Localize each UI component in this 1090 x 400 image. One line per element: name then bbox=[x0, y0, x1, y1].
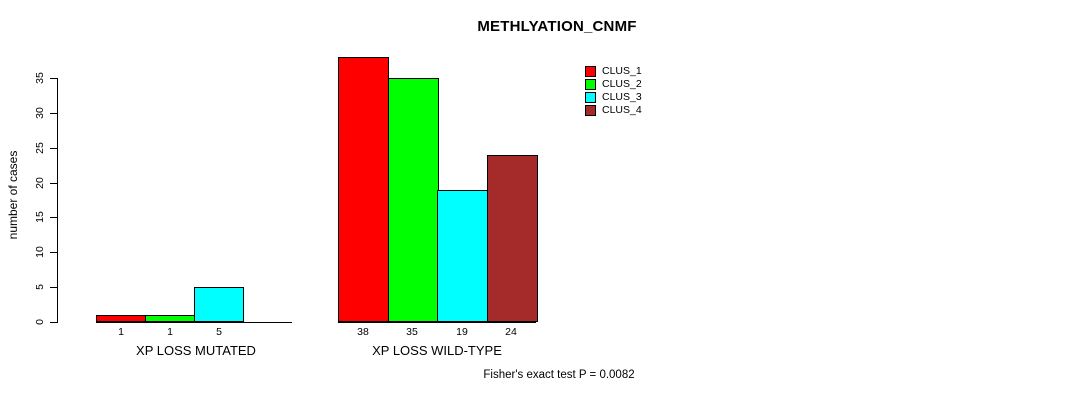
y-tick-label: 30 bbox=[34, 107, 46, 119]
bar-clus_3-group1 bbox=[437, 190, 488, 322]
y-tick-mark bbox=[50, 287, 57, 288]
legend-color-square-icon bbox=[585, 105, 596, 116]
fisher-test-annotation: Fisher's exact test P = 0.0082 bbox=[483, 369, 635, 381]
legend-item-label: CLUS_4 bbox=[602, 104, 642, 116]
y-tick-mark bbox=[50, 252, 57, 253]
bar-value-label: 5 bbox=[216, 326, 222, 338]
y-tick-mark bbox=[50, 113, 57, 114]
group-label-xp-loss-mutated: XP LOSS MUTATED bbox=[136, 343, 256, 358]
legend-item-label: CLUS_3 bbox=[602, 91, 642, 103]
y-axis-label: number of cases bbox=[6, 150, 20, 240]
bar-clus_3-group0 bbox=[194, 287, 244, 322]
y-tick-label: 35 bbox=[34, 72, 46, 84]
y-tick-label: 25 bbox=[34, 142, 46, 154]
bar-value-label: 35 bbox=[406, 326, 418, 338]
y-tick-label: 5 bbox=[34, 284, 46, 290]
group-baseline bbox=[338, 322, 536, 323]
y-tick-mark bbox=[50, 183, 57, 184]
y-tick-label: 15 bbox=[34, 211, 46, 223]
legend-item-clus_2: CLUS_2 bbox=[585, 78, 642, 91]
bar-value-label: 1 bbox=[118, 326, 124, 338]
group-baseline bbox=[96, 322, 292, 323]
group-label-xp-loss-wild-type: XP LOSS WILD-TYPE bbox=[372, 343, 502, 358]
y-tick-mark bbox=[50, 148, 57, 149]
bar-value-label: 1 bbox=[167, 326, 173, 338]
y-tick-label: 20 bbox=[34, 177, 46, 189]
y-tick-mark bbox=[50, 78, 57, 79]
bar-clus_4-group1 bbox=[487, 155, 538, 322]
legend-color-square-icon bbox=[585, 92, 596, 103]
bar-clus_2-group1 bbox=[388, 78, 439, 322]
chart-title: METHLYATION_CNMF bbox=[477, 18, 637, 35]
y-axis-line bbox=[57, 78, 58, 323]
bar-clus_1-group0 bbox=[96, 315, 146, 322]
bar-clus_1-group1 bbox=[338, 57, 389, 322]
y-tick-label: 10 bbox=[34, 246, 46, 258]
legend-item-clus_1: CLUS_1 bbox=[585, 65, 642, 78]
y-tick-mark bbox=[50, 322, 57, 323]
bar-clus_2-group0 bbox=[145, 315, 195, 322]
legend-item-clus_3: CLUS_3 bbox=[585, 91, 642, 104]
legend-color-square-icon bbox=[585, 79, 596, 90]
legend-color-square-icon bbox=[585, 66, 596, 77]
y-tick-label: 0 bbox=[34, 319, 46, 325]
bar-value-label: 38 bbox=[357, 326, 369, 338]
legend-item-clus_4: CLUS_4 bbox=[585, 104, 642, 117]
bar-value-label: 19 bbox=[456, 326, 468, 338]
bar-value-label: 24 bbox=[505, 326, 517, 338]
y-tick-mark bbox=[50, 217, 57, 218]
legend-item-label: CLUS_1 bbox=[602, 65, 642, 77]
legend-item-label: CLUS_2 bbox=[602, 78, 642, 90]
legend: CLUS_1 CLUS_2 CLUS_3 CLUS_4 bbox=[585, 65, 642, 117]
